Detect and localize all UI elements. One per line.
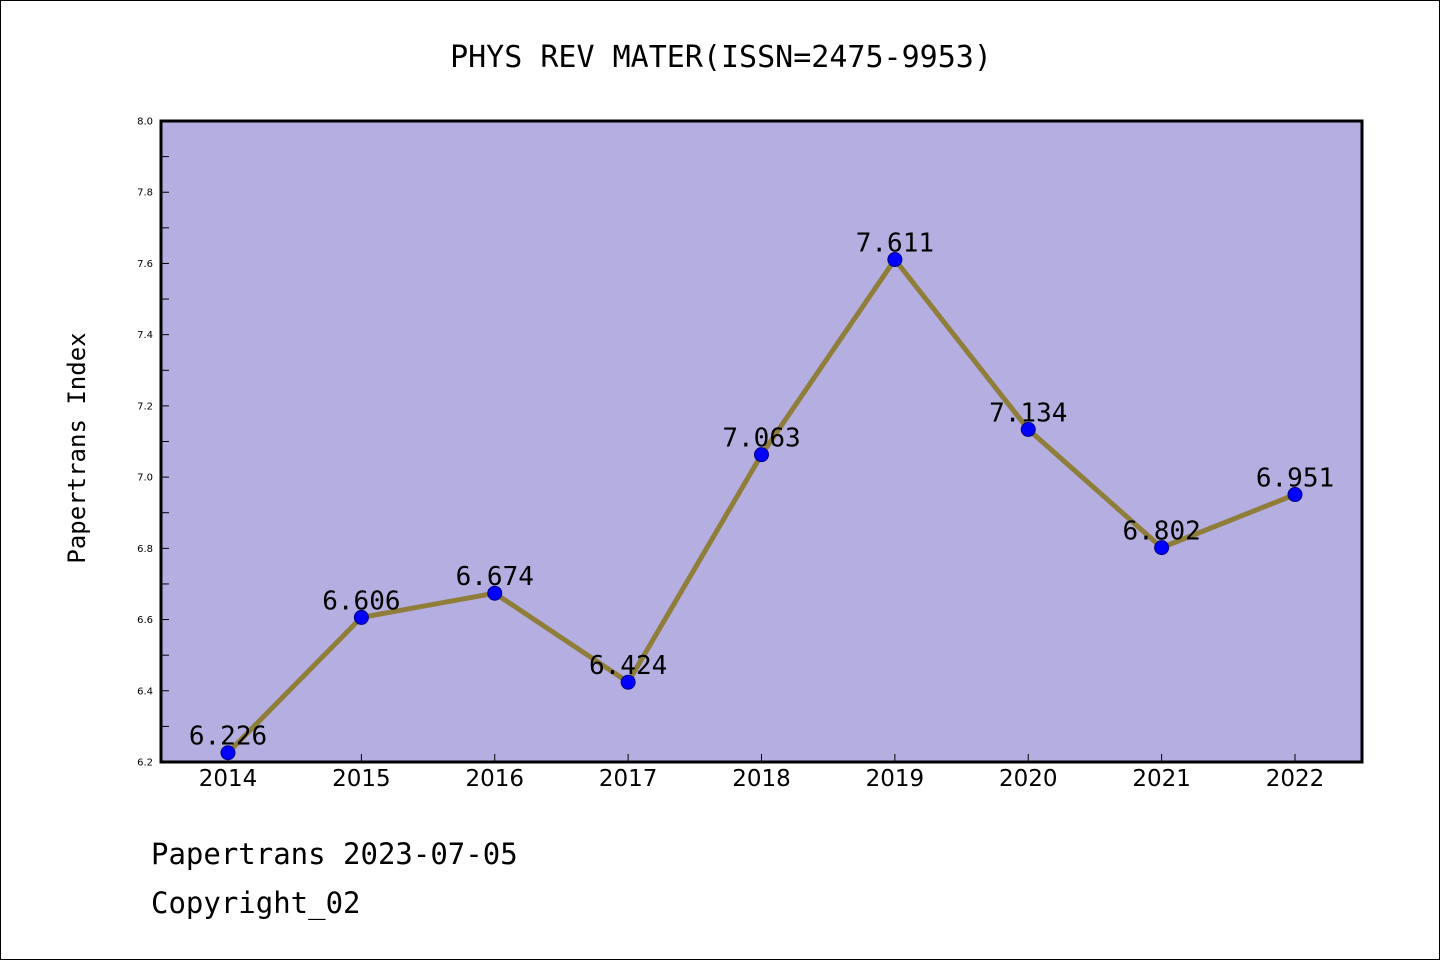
y-axis-ticks: 6.2 6.4 6.6 6.8 7.0 7.2 7.4 7.6 7.8 8.0: [137, 117, 169, 769]
y-tick-label: 8.0: [137, 117, 153, 128]
y-tick-label: 6.8: [137, 544, 153, 555]
y-tick-label: 7.4: [137, 330, 153, 341]
y-tick-label: 6.6: [137, 615, 153, 626]
y-tick-label: 7.0: [137, 473, 153, 484]
y-tick-label: 6.2: [137, 758, 153, 769]
x-tick-label: 2014: [199, 766, 258, 792]
y-axis-label: Papertrans Index: [63, 332, 91, 563]
x-tick-label: 2020: [999, 766, 1058, 792]
data-labels: 6.226 6.606 6.674 6.424 7.063 7.611 7.134 6.802…: [189, 229, 1334, 752]
data-label: 6.424: [589, 651, 667, 681]
data-series: [220, 252, 1303, 761]
data-label: 7.063: [722, 424, 800, 454]
chart-title: PHYS REV MATER(ISSN=2475-9953): [450, 40, 992, 75]
x-tick-label: 2019: [866, 766, 925, 792]
data-label: 6.606: [322, 586, 400, 616]
y-tick-label: 7.8: [137, 188, 153, 199]
data-point: [353, 609, 369, 625]
data-point: [620, 674, 636, 690]
x-tick-label: 2016: [465, 766, 524, 792]
data-point: [887, 252, 903, 268]
data-point: [1287, 487, 1303, 503]
data-label: 6.802: [1122, 517, 1200, 547]
x-tick-label: 2018: [732, 766, 791, 792]
data-label: 7.611: [856, 229, 934, 259]
footer-copyright: Copyright_02: [151, 886, 361, 920]
data-label: 6.674: [456, 562, 534, 592]
y-tick-label: 7.6: [137, 259, 153, 270]
footer-date: Papertrans 2023-07-05: [151, 837, 518, 871]
data-label: 6.226: [189, 722, 267, 752]
y-tick-label: 6.4: [137, 686, 153, 697]
y-tick-label: 7.2: [137, 401, 153, 412]
x-tick-label: 2021: [1132, 766, 1191, 792]
data-point: [487, 585, 503, 601]
data-point: [754, 447, 769, 463]
data-point: [1020, 421, 1036, 437]
x-tick-label: 2015: [332, 766, 391, 792]
data-label: 6.951: [1256, 464, 1334, 494]
x-axis-ticks: 2014 2015 2016 2017 2018 2019 2020 2021 2022: [199, 754, 1325, 792]
data-point: [220, 745, 236, 761]
data-point: [1154, 540, 1170, 556]
x-tick-label: 2022: [1266, 766, 1325, 792]
data-label: 7.134: [989, 398, 1067, 428]
x-tick-label: 2017: [599, 766, 658, 792]
plot-area: [159, 119, 1364, 764]
